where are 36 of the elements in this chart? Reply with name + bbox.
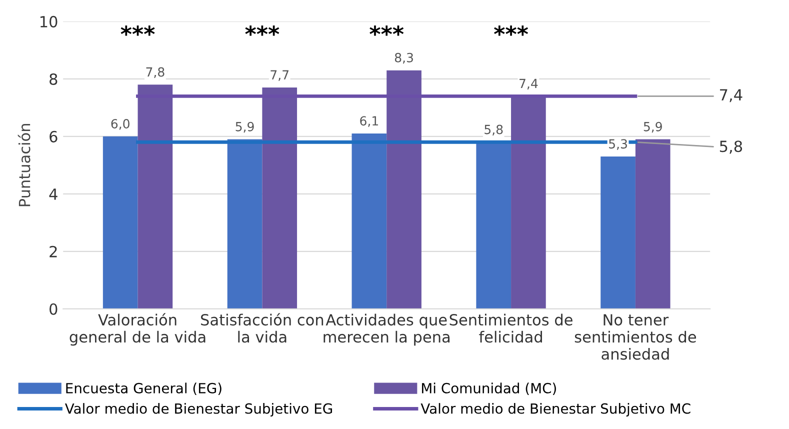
y-axis-title: Puntuación <box>18 124 30 206</box>
annotation: *** <box>245 25 280 36</box>
data-label: 8,3 <box>394 52 413 64</box>
y-tick-label: 4 <box>49 188 58 200</box>
legend-label: Encuesta General (EG) <box>66 382 222 396</box>
y-tick-label: 2 <box>50 246 57 258</box>
legend-label: Valor medio de Bienestar Subjetivo MC <box>420 403 690 416</box>
data-label: 5,8 <box>484 124 503 136</box>
data-label: 7,8 <box>146 67 164 78</box>
data-label: 7,7 <box>270 70 288 81</box>
bar <box>600 156 636 309</box>
x-tick-label: No tener sentimientos de ansiedad <box>574 314 696 360</box>
annotation: *** <box>120 25 155 36</box>
bar <box>102 136 138 309</box>
data-label: 5,3 <box>609 139 627 150</box>
y-tick-label: 8 <box>50 73 58 85</box>
annotation: *** <box>494 25 528 36</box>
y-tick-label: 6 <box>50 130 58 142</box>
legend-label: Valor medio de Bienestar Subjetivo EG <box>64 403 332 416</box>
data-label: 5,9 <box>236 122 254 133</box>
legend-label: Mi Comunidad (MC) <box>422 382 556 396</box>
x-tick-label: Actividades que merecen la pena <box>324 314 450 346</box>
data-label: 6,1 <box>360 116 378 127</box>
data-label: 6,0 <box>111 118 130 130</box>
x-tick-label: Sentimientos de felicidad <box>450 314 572 343</box>
data-label: 5,9 <box>644 122 662 133</box>
bar <box>352 134 387 309</box>
data-label: 7,4 <box>720 89 742 102</box>
bar <box>476 142 512 309</box>
y-tick-label: 10 <box>40 16 58 28</box>
data-label: 7,4 <box>520 78 538 90</box>
y-tick-label: 0 <box>50 303 58 315</box>
bar <box>635 139 670 309</box>
annotation: *** <box>370 25 404 36</box>
data-label: 5,8 <box>720 140 742 154</box>
bar <box>227 139 262 309</box>
